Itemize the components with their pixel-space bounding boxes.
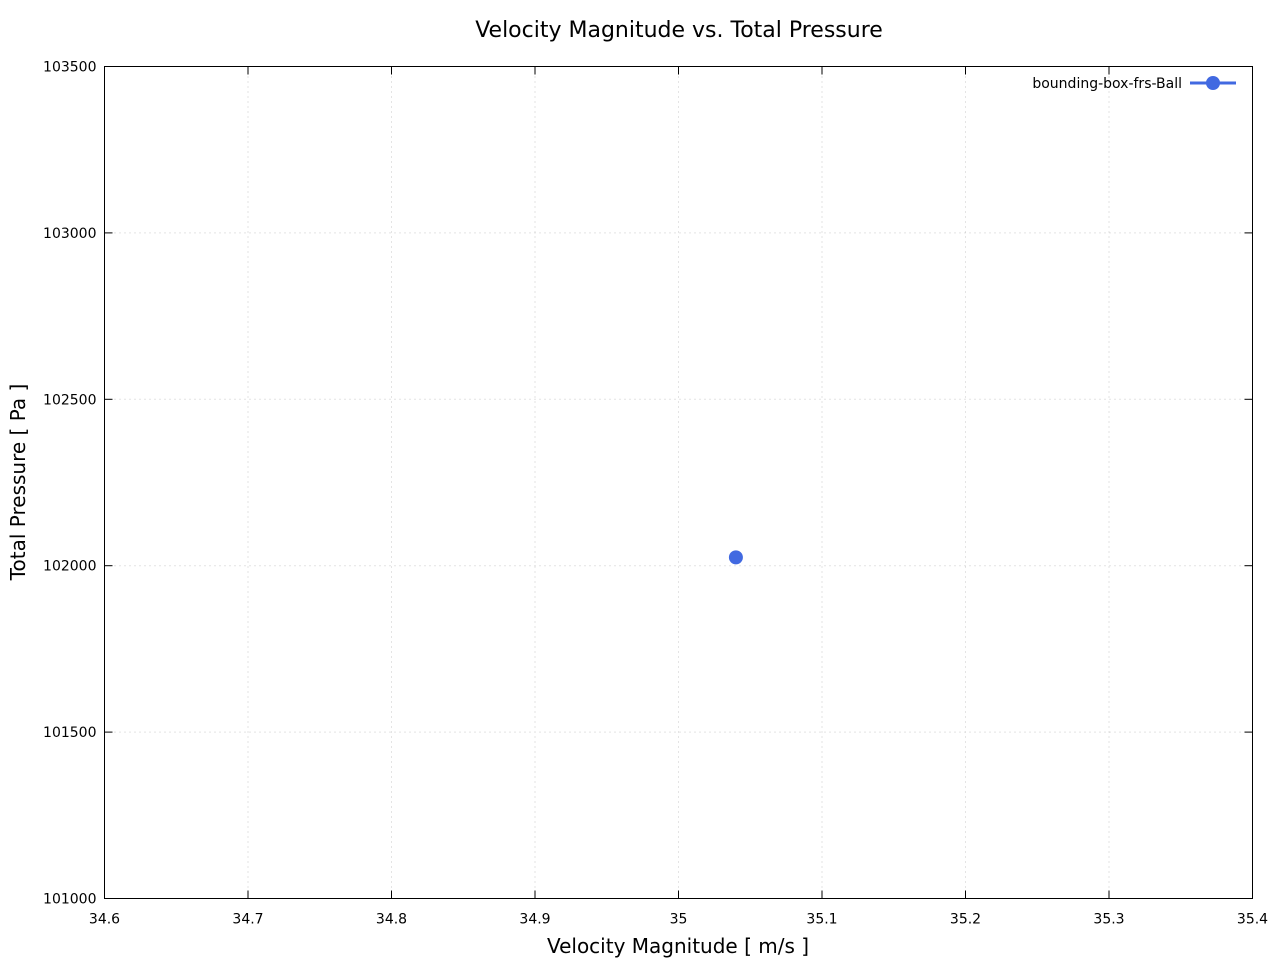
- legend-label: bounding-box-frs-Ball: [1032, 76, 1182, 92]
- chart-title: Velocity Magnitude vs. Total Pressure: [475, 18, 883, 43]
- x-tick-label: 35.1: [806, 912, 837, 928]
- x-tick-label: 35.2: [950, 912, 981, 928]
- x-tick-label: 35.4: [1237, 912, 1268, 928]
- y-tick-label: 101500: [43, 725, 96, 741]
- y-tick-label: 103500: [43, 60, 96, 76]
- axis-ticks: [104, 66, 1253, 899]
- y-tick-label: 101000: [43, 892, 96, 908]
- x-axis-label: Velocity Magnitude [ m/s ]: [547, 934, 809, 958]
- legend-marker-sample: [1206, 76, 1220, 90]
- x-axis: 34.6 34.7 34.8 34.9 35 35.1 35.2 35.3 35.4: [89, 912, 1268, 928]
- x-tick-label: 34.6: [89, 912, 120, 928]
- series-layer: [728, 550, 743, 565]
- legend: bounding-box-frs-Ball: [1032, 76, 1236, 92]
- y-tick-label: 103000: [43, 226, 96, 242]
- y-tick-label: 102000: [43, 559, 96, 575]
- x-tick-label: 35.3: [1093, 912, 1124, 928]
- x-tick-label: 34.7: [232, 912, 263, 928]
- y-axis: 101000 101500 102000 102500 103000 103500: [43, 60, 96, 908]
- data-point: [728, 550, 743, 565]
- x-tick-label: 35: [670, 912, 688, 928]
- grid: [104, 66, 1253, 899]
- x-tick-label: 34.9: [519, 912, 550, 928]
- y-tick-label: 102500: [43, 392, 96, 408]
- y-axis-label: Total Pressure [ Pa ]: [6, 384, 30, 582]
- x-tick-label: 34.8: [376, 912, 407, 928]
